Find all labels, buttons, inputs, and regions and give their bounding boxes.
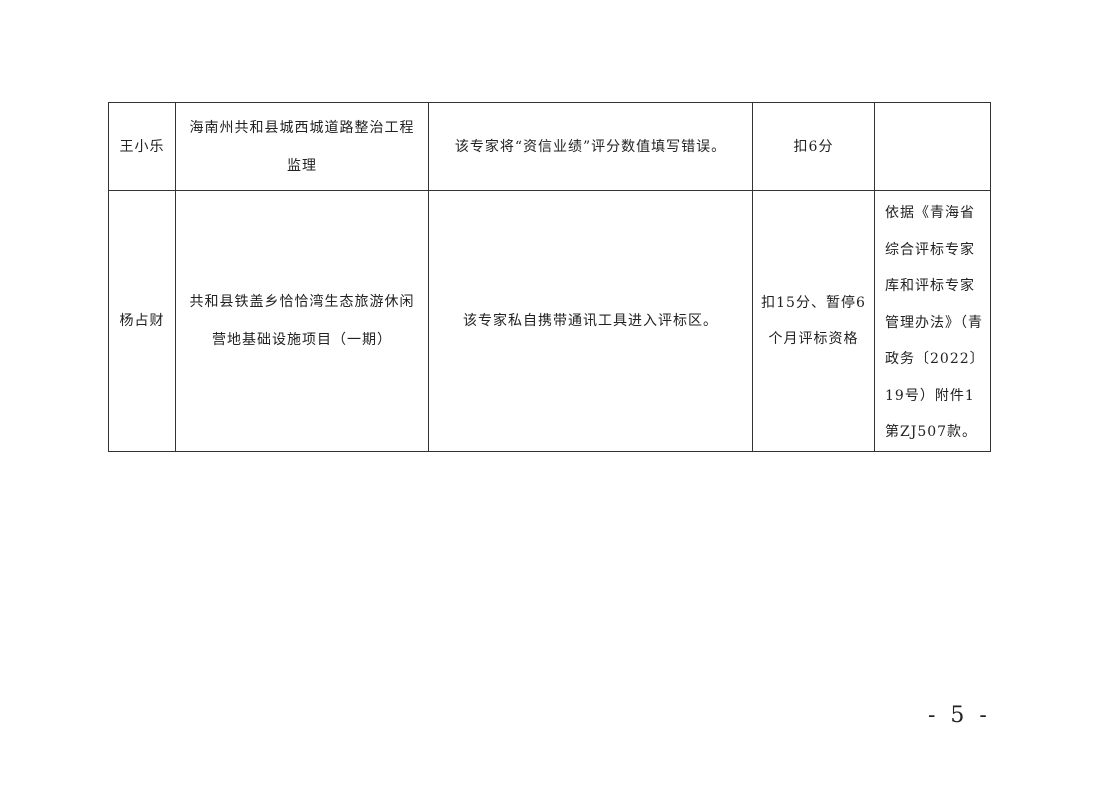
text-line: 扣15分、暂停6 <box>761 295 866 311</box>
text-line: 依据《青海省 <box>885 205 975 222</box>
text-line: 库和评标专家 <box>885 278 975 295</box>
text-line: 营地基础设施项目（一期） <box>212 332 392 348</box>
text-line: 19号）附件1 <box>885 387 975 404</box>
page-number: - 5 - <box>928 703 991 728</box>
text-line: 政务〔2022〕 <box>885 351 985 368</box>
issue: 该专家私自携带通讯工具进入评标区。 <box>428 190 753 452</box>
text-line: 监理 <box>287 157 317 174</box>
project-name: 共和县铁盖乡恰恰湾生态旅游休闲 营地基础设施项目（一期） <box>175 190 429 452</box>
text-line: 综合评标专家 <box>885 241 975 258</box>
text-line: 扣6分 <box>793 138 834 155</box>
penalty: 扣6分 <box>752 102 875 191</box>
expert-name: 杨占财 <box>108 190 176 452</box>
issue: 该专家将“资信业绩”评分数值填写错误。 <box>428 102 753 191</box>
project-name: 海南州共和县城西城道路整治工程 监理 <box>175 102 429 191</box>
text-line: 共和县铁盖乡恰恰湾生态旅游休闲 <box>189 294 415 310</box>
table-row: 杨占财 共和县铁盖乡恰恰湾生态旅游休闲 营地基础设施项目（一期） 该专家私自携带… <box>108 190 991 452</box>
basis: 依据《青海省 综合评标专家 库和评标专家 管理办法》（青 政务〔2022〕 19… <box>874 190 991 452</box>
text-line: 个月评标资格 <box>768 331 859 347</box>
table-row: 王小乐 海南州共和县城西城道路整治工程 监理 该专家将“资信业绩”评分数值填写错… <box>108 102 991 191</box>
penalty-table: 王小乐 海南州共和县城西城道路整治工程 监理 该专家将“资信业绩”评分数值填写错… <box>108 102 991 452</box>
basis <box>874 102 991 191</box>
text-line: 第ZJ507款。 <box>885 424 978 441</box>
expert-name: 王小乐 <box>108 102 176 191</box>
text-line: 管理办法》（青 <box>885 314 983 331</box>
text-line: 海南州共和县城西城道路整治工程 <box>189 119 415 136</box>
penalty: 扣15分、暂停6 个月评标资格 <box>752 190 875 452</box>
